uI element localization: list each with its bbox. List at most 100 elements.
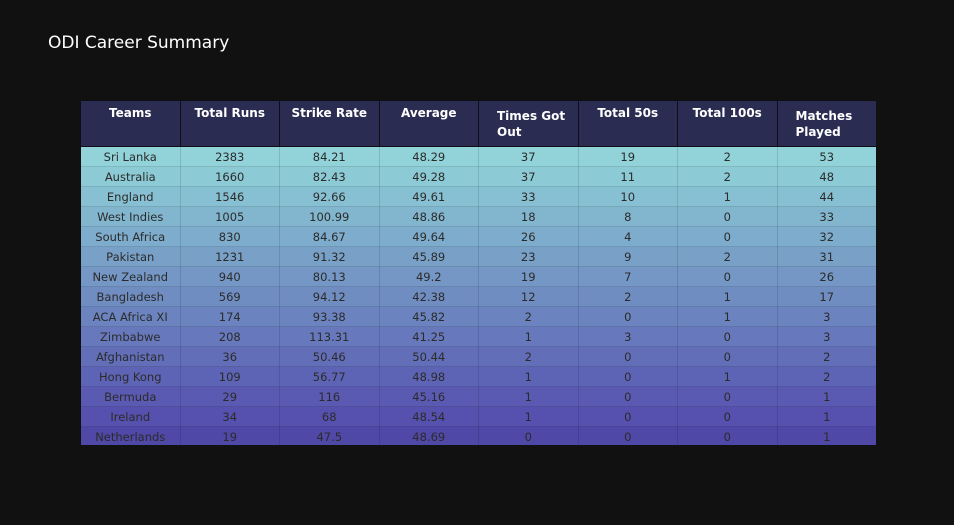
- table-row: Australia 1660 82.43 49.28 37 11 2 48: [80, 166, 876, 187]
- table-cell: 11: [577, 166, 678, 187]
- table-row: Sri Lanka 2383 84.21 48.29 37 19 2 53: [80, 146, 876, 167]
- table-cell: 0: [677, 386, 778, 407]
- table-cell: 0: [577, 306, 678, 327]
- table-cell: 19: [478, 266, 579, 287]
- table-row: Bangladesh 569 94.12 42.38 12 2 1 17: [80, 286, 876, 307]
- table-cell: 80.13: [279, 266, 380, 287]
- table-cell: 3: [776, 306, 876, 327]
- table-cell: 2: [677, 146, 778, 167]
- table-row: ACA Africa XI 174 93.38 45.82 2 0 1 3: [80, 306, 876, 327]
- header-cell-matches-played: Matches Played: [776, 100, 876, 147]
- header-cell-strike-rate: Strike Rate: [279, 100, 380, 147]
- header-cell-total-runs: Total Runs: [179, 100, 280, 147]
- table-cell: 19: [179, 426, 280, 445]
- table-cell: 1: [677, 366, 778, 387]
- table-row: Hong Kong 109 56.77 48.98 1 0 1 2: [80, 366, 876, 387]
- table-cell: 49.61: [378, 186, 479, 207]
- table-cell: 2: [677, 166, 778, 187]
- table-cell: 2: [577, 286, 678, 307]
- table-header-row: Teams Total Runs Strike Rate Average Tim…: [80, 100, 876, 147]
- table-cell: 17: [776, 286, 876, 307]
- header-cell-times-got-out: Times Got Out: [478, 100, 579, 147]
- table-cell: 0: [677, 406, 778, 427]
- table-cell: South Africa: [80, 226, 181, 247]
- table-cell: 1005: [179, 206, 280, 227]
- table-cell: 1: [776, 406, 876, 427]
- table-cell: 68: [279, 406, 380, 427]
- table-cell: 8: [577, 206, 678, 227]
- table-cell: 92.66: [279, 186, 380, 207]
- table-cell: 1: [677, 286, 778, 307]
- table-cell: West Indies: [80, 206, 181, 227]
- table-cell: 9: [577, 246, 678, 267]
- table-cell: 48.29: [378, 146, 479, 167]
- table-cell: 208: [179, 326, 280, 347]
- table-cell: 2: [677, 246, 778, 267]
- table-cell: 91.32: [279, 246, 380, 267]
- table-cell: 1231: [179, 246, 280, 267]
- summary-table: Teams Total Runs Strike Rate Average Tim…: [80, 100, 876, 445]
- table-cell: 2: [776, 346, 876, 367]
- table-cell: 33: [478, 186, 579, 207]
- table-cell: Hong Kong: [80, 366, 181, 387]
- table-cell: 0: [677, 346, 778, 367]
- header-cell-total-100s: Total 100s: [677, 100, 778, 147]
- table-cell: 48: [776, 166, 876, 187]
- table-cell: 33: [776, 206, 876, 227]
- table-cell: 4: [577, 226, 678, 247]
- table-row: England 1546 92.66 49.61 33 10 1 44: [80, 186, 876, 207]
- table-cell: 49.2: [378, 266, 479, 287]
- table-cell: Bangladesh: [80, 286, 181, 307]
- table-cell: 830: [179, 226, 280, 247]
- table-cell: 100.99: [279, 206, 380, 227]
- table-cell: 0: [577, 386, 678, 407]
- table-cell: 1: [677, 306, 778, 327]
- table-cell: 42.38: [378, 286, 479, 307]
- table-cell: 29: [179, 386, 280, 407]
- table-cell: 32: [776, 226, 876, 247]
- table-cell: 569: [179, 286, 280, 307]
- table-cell: 49.28: [378, 166, 479, 187]
- table-cell: 109: [179, 366, 280, 387]
- table-cell: 50.44: [378, 346, 479, 367]
- table-cell: 19: [577, 146, 678, 167]
- table-cell: 53: [776, 146, 876, 167]
- table-cell: 0: [677, 206, 778, 227]
- table-cell: 1: [478, 366, 579, 387]
- table-cell: 1: [478, 326, 579, 347]
- table-cell: 1: [776, 386, 876, 407]
- header-cell-teams: Teams: [80, 100, 181, 147]
- table-cell: Afghanistan: [80, 346, 181, 367]
- table-row: Zimbabwe 208 113.31 41.25 1 3 0 3: [80, 326, 876, 347]
- table-cell: 7: [577, 266, 678, 287]
- table-row: West Indies 1005 100.99 48.86 18 8 0 33: [80, 206, 876, 227]
- table-cell: 56.77: [279, 366, 380, 387]
- table-cell: 84.67: [279, 226, 380, 247]
- header-cell-total-50s: Total 50s: [577, 100, 678, 147]
- table-row: South Africa 830 84.67 49.64 26 4 0 32: [80, 226, 876, 247]
- table-cell: 2: [478, 306, 579, 327]
- table-cell: 36: [179, 346, 280, 367]
- table-cell: 0: [577, 406, 678, 427]
- table-cell: Sri Lanka: [80, 146, 181, 167]
- table-cell: Pakistan: [80, 246, 181, 267]
- table-cell: 0: [677, 326, 778, 347]
- table-cell: 48.86: [378, 206, 479, 227]
- table-cell: 3: [776, 326, 876, 347]
- table-cell: 0: [577, 426, 678, 445]
- table-row: New Zealand 940 80.13 49.2 19 7 0 26: [80, 266, 876, 287]
- table-cell: Bermuda: [80, 386, 181, 407]
- table-cell: 2383: [179, 146, 280, 167]
- table-cell: 84.21: [279, 146, 380, 167]
- table-row: Afghanistan 36 50.46 50.44 2 0 0 2: [80, 346, 876, 367]
- header-cell-average: Average: [378, 100, 479, 147]
- table-row: Pakistan 1231 91.32 45.89 23 9 2 31: [80, 246, 876, 267]
- table-cell: 45.16: [378, 386, 479, 407]
- chart-title: ODI Career Summary: [48, 33, 230, 53]
- table-cell: 116: [279, 386, 380, 407]
- table-row: Bermuda 29 116 45.16 1 0 0 1: [80, 386, 876, 407]
- table-cell: 1: [478, 386, 579, 407]
- table-cell: 34: [179, 406, 280, 427]
- table-cell: 49.64: [378, 226, 479, 247]
